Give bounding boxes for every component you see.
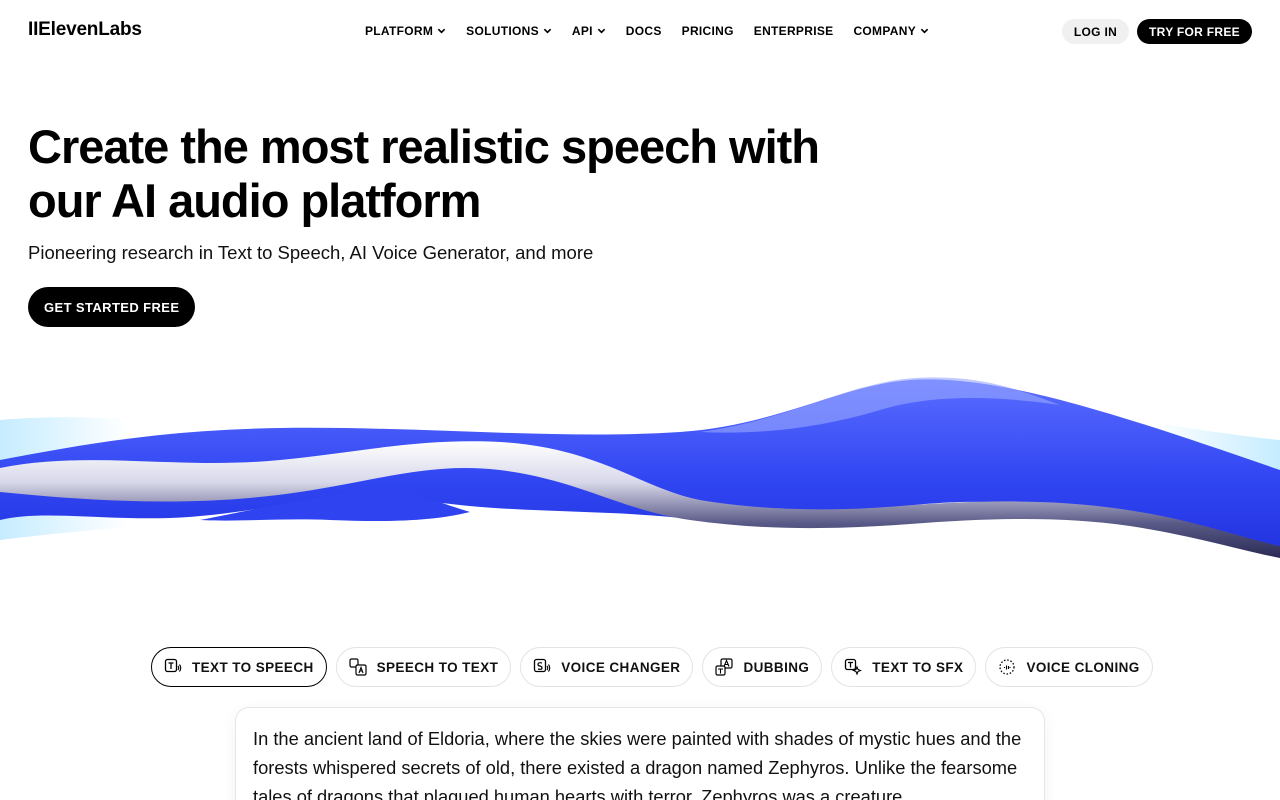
tab-voice-cloning[interactable]: VOICE CLONING	[985, 647, 1153, 687]
tab-text-to-speech-label: TEXT TO SPEECH	[192, 659, 314, 675]
tab-dubbing-label: DUBBING	[743, 659, 810, 675]
get-started-button[interactable]: GET STARTED FREE	[28, 287, 196, 327]
tab-text-to-speech[interactable]: TEXT TO SPEECH	[151, 647, 327, 687]
tab-dubbing[interactable]: DUBBING	[702, 647, 823, 687]
nav-enterprise[interactable]: ENTERPRISE	[754, 24, 834, 38]
try-for-free-button[interactable]: TRY FOR FREE	[1137, 19, 1252, 44]
tab-speech-to-text-label: SPEECH TO TEXT	[376, 659, 499, 675]
nav-docs-label: DOCS	[625, 24, 662, 38]
voice-cloning-icon	[999, 659, 1016, 675]
sample-text[interactable]: In the ancient land of Eldoria, where th…	[253, 728, 1022, 800]
text-to-sfx-icon	[845, 658, 863, 676]
nav-docs[interactable]: DOCS	[626, 24, 662, 38]
nav-enterprise-label: ENTERPRISE	[753, 24, 834, 38]
chevron-down-icon	[437, 28, 446, 33]
tab-text-to-sfx-label: TEXT TO SFX	[872, 659, 964, 675]
main-nav: PLATFORM SOLUTIONS API DOCS PRICING ENTE…	[365, 24, 929, 38]
hero-subtitle: Pioneering research in Text to Speech, A…	[28, 242, 594, 263]
text-to-speech-icon	[164, 658, 182, 673]
chevron-down-icon	[920, 28, 929, 33]
nav-api-label: API	[571, 24, 593, 38]
tab-speech-to-text[interactable]: SPEECH TO TEXT	[335, 647, 512, 687]
login-button[interactable]: LOG IN	[1061, 19, 1130, 44]
nav-pricing[interactable]: PRICING	[682, 24, 734, 38]
nav-solutions-label: SOLUTIONS	[466, 24, 539, 38]
nav-company[interactable]: COMPANY	[853, 24, 929, 38]
header-actions: LOG IN TRY FOR FREE	[1061, 19, 1252, 44]
dubbing-icon	[715, 658, 734, 676]
hero-title: Create the most realistic speech with ou…	[28, 120, 820, 227]
nav-platform-label: PLATFORM	[365, 24, 434, 38]
product-tabs: TEXT TO SPEECH SPEECH TO TEXT VOICE CHAN…	[151, 647, 1153, 687]
voice-changer-icon	[534, 658, 551, 673]
tab-voice-changer-label: VOICE CHANGER	[561, 659, 681, 675]
nav-api[interactable]: API	[572, 24, 606, 38]
chevron-down-icon	[543, 28, 552, 33]
logo[interactable]: IIElevenLabs	[28, 19, 142, 40]
tab-voice-cloning-label: VOICE CLONING	[1026, 659, 1140, 675]
speech-to-text-icon	[349, 658, 367, 676]
nav-platform[interactable]: PLATFORM	[365, 24, 446, 38]
text-input-panel[interactable]: In the ancient land of Eldoria, where th…	[235, 707, 1045, 800]
nav-pricing-label: PRICING	[681, 24, 734, 38]
tab-voice-changer[interactable]: VOICE CHANGER	[520, 647, 694, 687]
tab-text-to-sfx[interactable]: TEXT TO SFX	[831, 647, 977, 687]
site-header: IIElevenLabs PLATFORM SOLUTIONS API DOCS…	[0, 0, 1280, 64]
hero-wave-graphic	[0, 377, 1280, 558]
nav-solutions[interactable]: SOLUTIONS	[466, 24, 552, 38]
chevron-down-icon	[597, 28, 606, 33]
nav-company-label: COMPANY	[853, 24, 916, 38]
